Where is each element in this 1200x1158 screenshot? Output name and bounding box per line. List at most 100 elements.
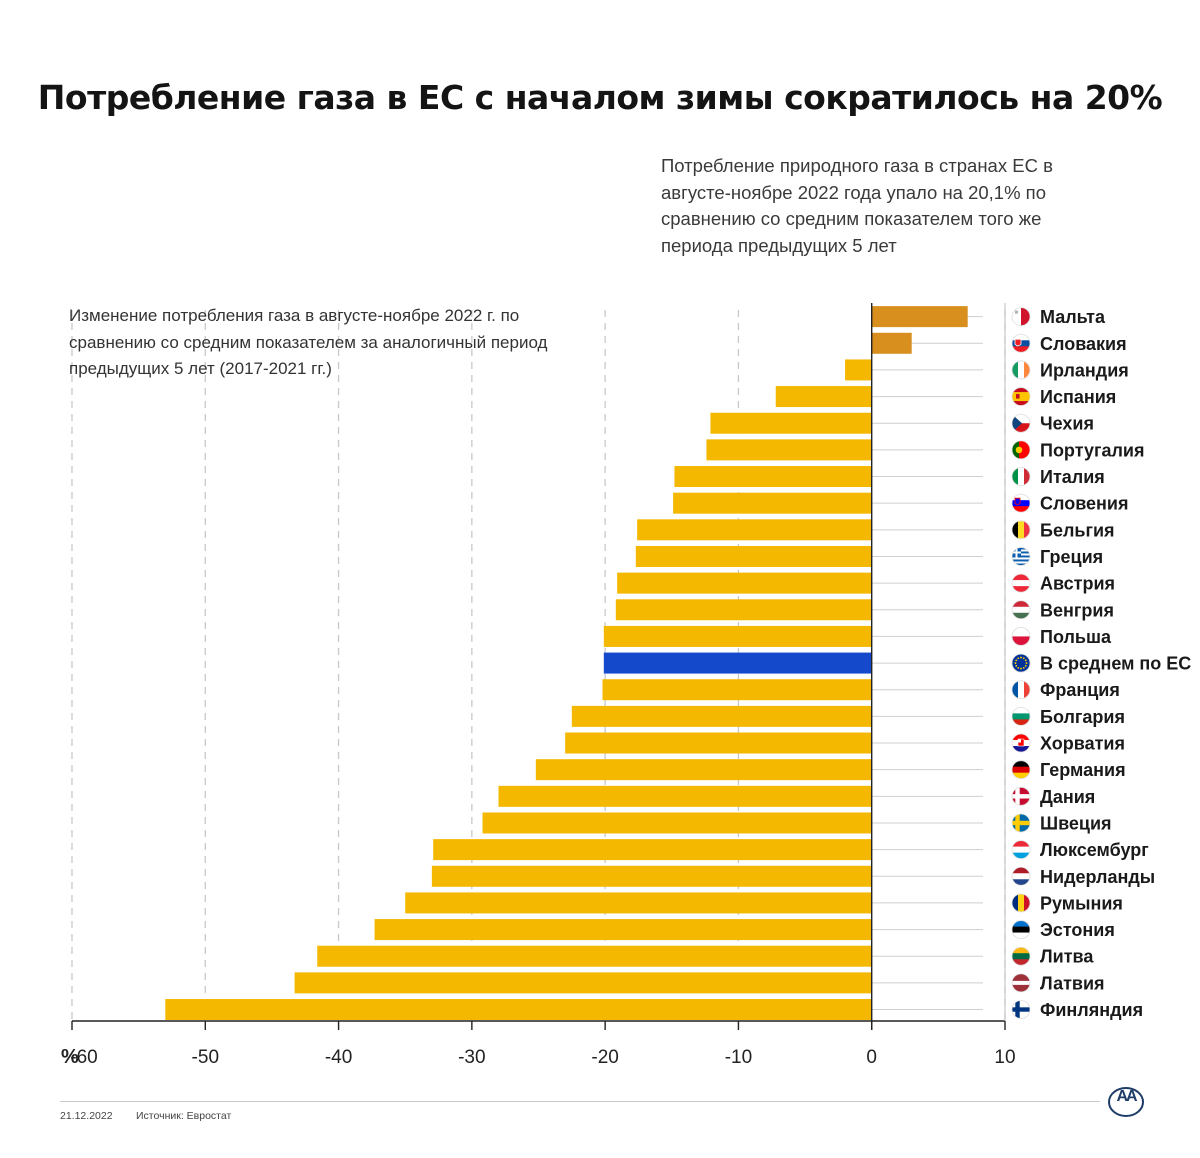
country-label: Бельгия	[1040, 520, 1115, 540]
country-label: Хорватия	[1040, 734, 1125, 754]
bar-fr	[602, 679, 872, 701]
country-label: Португалия	[1040, 440, 1144, 460]
flag-outline	[1011, 387, 1031, 406]
country-label: Нидерланды	[1040, 867, 1155, 887]
flag-hr-icon	[1012, 734, 1030, 753]
flag-outline	[1011, 813, 1031, 833]
flag-ee-icon	[1012, 920, 1030, 939]
bar-fi	[165, 999, 872, 1021]
flag-outline	[1011, 973, 1031, 993]
bar-de	[535, 759, 872, 781]
x-tick-label: -40	[325, 1047, 352, 1068]
flag-mt-icon	[1012, 307, 1030, 326]
flag-outline	[1011, 760, 1031, 780]
flag-outline	[1011, 1000, 1031, 1019]
bar-pl	[603, 625, 872, 647]
chart-title: Потребление газа в ЕС с началом зимы сок…	[37, 78, 1163, 117]
bar-ie	[845, 359, 872, 381]
country-label: Ирландия	[1040, 360, 1129, 380]
flag-outline	[1011, 733, 1031, 753]
country-label: Польша	[1040, 627, 1112, 647]
bar-pt	[706, 439, 872, 461]
bar-lv	[294, 972, 872, 994]
flag-cz-icon	[1012, 414, 1030, 433]
bar-dk	[498, 785, 872, 807]
source-note: Источник: Евростат	[136, 1110, 232, 1122]
aa-logo	[1108, 1087, 1144, 1117]
country-label: Болгария	[1040, 707, 1125, 727]
flag-outline	[1011, 627, 1031, 646]
flag-outline	[1011, 467, 1031, 486]
bar-eu	[603, 652, 872, 674]
publication-date: 21.12.2022	[60, 1110, 113, 1122]
bar-hu	[615, 599, 872, 621]
flag-outline	[1011, 946, 1031, 966]
bar-bg	[571, 705, 872, 727]
flag-outline	[1011, 920, 1031, 939]
country-label: Словакия	[1040, 334, 1127, 354]
flag-sk-icon	[1012, 334, 1030, 353]
bar-gr	[635, 545, 872, 567]
country-label: Дания	[1040, 787, 1095, 807]
bar-hr	[565, 732, 872, 754]
footer-divider	[60, 1101, 1100, 1102]
country-label: Литва	[1040, 947, 1094, 967]
flag-gr-icon	[1012, 547, 1030, 566]
country-label: Австрия	[1040, 574, 1115, 594]
x-axis: -60 -50 -40 -30 -20 -10 0 10%	[61, 303, 1016, 1068]
x-tick-label: -60	[70, 1047, 97, 1068]
flag-fr-icon	[1012, 680, 1030, 699]
flag-ie-icon	[1012, 360, 1030, 379]
bar-ro	[405, 892, 872, 914]
x-tick-label: 0	[866, 1047, 877, 1068]
country-label: Мальта	[1040, 307, 1106, 327]
x-tick-label: -20	[591, 1047, 618, 1068]
bar-be	[637, 519, 872, 541]
flag-eu-icon	[1012, 654, 1030, 673]
flag-outline	[1011, 653, 1031, 673]
bar-nl	[431, 865, 872, 887]
flag-outline	[1011, 866, 1031, 886]
bar-mt	[871, 306, 968, 328]
bar-at	[617, 572, 872, 594]
country-label: Швеция	[1040, 813, 1112, 833]
country-label: Италия	[1040, 467, 1105, 487]
flag-de-icon	[1012, 760, 1030, 779]
flag-dk-icon	[1012, 787, 1030, 806]
flag-lt-icon	[1012, 947, 1030, 966]
row-guide-lines	[871, 316, 983, 1011]
country-label: Финляндия	[1040, 1000, 1143, 1020]
flag-outline	[1011, 440, 1031, 460]
aa-logo-text: AA	[1116, 1088, 1137, 1105]
bar-lu	[433, 839, 872, 861]
x-tick-label: 10	[994, 1047, 1015, 1068]
flag-es-icon	[1012, 387, 1030, 406]
country-label: В среднем по ЕС	[1040, 654, 1191, 674]
x-tick-label: -50	[192, 1047, 219, 1068]
flag-outline	[1011, 573, 1031, 593]
country-label: Латвия	[1040, 973, 1105, 993]
country-label: Чехия	[1040, 414, 1094, 434]
country-label: Люксембург	[1040, 840, 1149, 860]
country-label: Румыния	[1040, 893, 1123, 913]
country-label: Словения	[1040, 494, 1128, 514]
flag-outline	[1011, 413, 1031, 433]
x-tick-label: -30	[458, 1047, 485, 1068]
bar-chart: -60 -50 -40 -30 -20 -10 0 10% Мальта Словакия Ирл…	[61, 303, 1191, 1068]
country-label: Эстония	[1040, 920, 1115, 940]
flag-ro-icon	[1012, 893, 1030, 912]
flag-outline	[1011, 333, 1031, 353]
flag-bg-icon	[1012, 707, 1030, 726]
flag-hu-icon	[1012, 600, 1030, 619]
flag-pt-icon	[1012, 440, 1030, 459]
flag-outline	[1011, 893, 1031, 913]
x-tick-label: -10	[725, 1047, 752, 1068]
flag-outline	[1011, 600, 1031, 620]
flag-outline	[1011, 360, 1031, 380]
flag-lu-icon	[1012, 840, 1030, 859]
bar-lt	[317, 945, 872, 967]
bar-ee	[374, 919, 872, 941]
x-unit-label: %	[61, 1046, 79, 1068]
bar-it	[674, 466, 872, 488]
flag-outline	[1011, 706, 1031, 726]
